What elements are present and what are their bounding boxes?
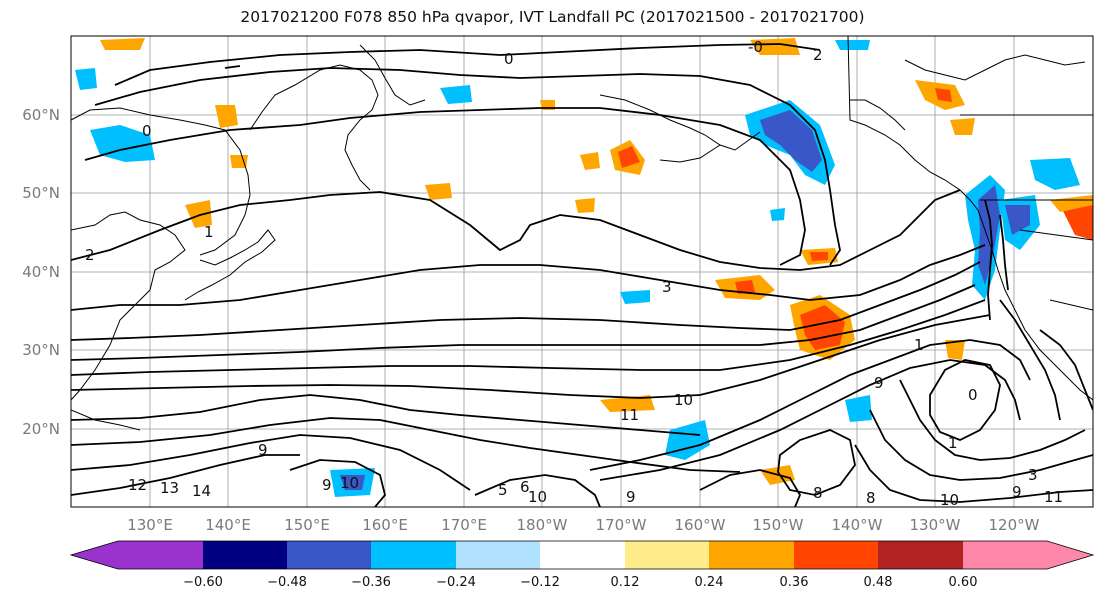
lon-tick-label: 160°W	[675, 516, 726, 534]
map-title: 2017021200 F078 850 hPa qvapor, IVT Land…	[240, 8, 865, 26]
lat-tick-label: 20°N	[22, 420, 60, 438]
colorbar-tick-label: 0.48	[864, 575, 893, 590]
colorbar-segment	[625, 541, 709, 569]
contour-label: 1	[948, 434, 958, 452]
lon-tick-label: 130°W	[910, 516, 961, 534]
colorbar-segment	[71, 541, 203, 569]
longitude-axis: 130°E 140°E 150°E 160°E 170°E 180°W 170°…	[127, 516, 1039, 534]
lat-tick-label: 30°N	[22, 341, 60, 359]
contour-label: 9	[626, 488, 636, 506]
colorbar-tick-label: −0.60	[183, 575, 223, 590]
contour-label: 9	[874, 374, 884, 392]
contour-label: 0	[504, 50, 514, 68]
contour-label: 9	[258, 441, 268, 459]
contour-label: 5	[498, 481, 508, 499]
contour-label: 8	[813, 484, 823, 502]
lon-tick-label: 140°E	[205, 516, 251, 534]
lon-tick-label: 180°W	[517, 516, 568, 534]
contour-label: 8	[866, 489, 876, 507]
contour-label: 10	[340, 474, 359, 492]
colorbar-segment	[371, 541, 456, 569]
map-plot-area	[71, 36, 1093, 507]
contour-label: 14	[192, 482, 211, 500]
lat-tick-label: 50°N	[22, 184, 60, 202]
contour-label: 1	[204, 223, 214, 241]
colorbar-segment	[878, 541, 963, 569]
lon-tick-label: 150°W	[753, 516, 804, 534]
contour-label: 11	[620, 406, 639, 424]
lon-tick-label: 130°E	[127, 516, 173, 534]
colorbar-segment	[456, 541, 540, 569]
contour-label: 1	[914, 336, 924, 354]
latitude-axis: 60°N 50°N 40°N 30°N 20°N	[22, 106, 60, 438]
colorbar-segment	[540, 541, 625, 569]
contour-label: 11	[1044, 488, 1063, 506]
colorbar-segment	[794, 541, 878, 569]
ivt-contours	[71, 43, 1093, 507]
contour-label: 0	[142, 122, 152, 140]
contour-label: 9	[1012, 483, 1022, 501]
colorbar: −0.60 −0.48 −0.36 −0.24 −0.12 0.12 0.24 …	[69, 540, 1095, 590]
contour-label: 12	[128, 476, 147, 494]
contour-label: 3	[1028, 466, 1038, 484]
contour-label: -0	[748, 38, 763, 56]
contour-label: 0	[968, 386, 978, 404]
lon-tick-label: 150°E	[284, 516, 330, 534]
contour-label: 6	[520, 478, 530, 496]
contour-labels: 0 2 -0 3 1 1 11 10 12 13 14 9 9 10 5 6 8…	[85, 38, 1063, 509]
colorbar-tick-label: −0.48	[267, 575, 307, 590]
lat-tick-label: 60°N	[22, 106, 60, 124]
colorbar-ticks: −0.60 −0.48 −0.36 −0.24 −0.12 0.12 0.24 …	[183, 575, 977, 590]
lat-tick-label: 40°N	[22, 263, 60, 281]
contour-label: 10	[674, 391, 693, 409]
colorbar-segment	[287, 541, 371, 569]
lon-tick-label: 120°W	[989, 516, 1040, 534]
colorbar-tick-label: −0.12	[520, 575, 560, 590]
contour-label: 13	[160, 479, 179, 497]
contour-label: 10	[528, 488, 547, 506]
colorbar-segment	[709, 541, 794, 569]
colorbar-tick-label: −0.36	[351, 575, 391, 590]
contour-label: 10	[940, 491, 959, 509]
contour-label: 2	[813, 46, 823, 64]
colorbar-segment	[963, 541, 1093, 569]
colorbar-tick-label: −0.24	[436, 575, 476, 590]
colorbar-tick-label: 0.36	[780, 575, 809, 590]
colorbar-tick-label: 0.12	[611, 575, 640, 590]
lon-tick-label: 140°W	[832, 516, 883, 534]
qvapor-shading	[75, 38, 1093, 497]
contour-label: 2	[85, 246, 95, 264]
colorbar-outline	[69, 540, 1095, 570]
contour-label: 3	[662, 278, 672, 296]
lon-tick-label: 170°E	[441, 516, 487, 534]
contour-label: 9	[322, 476, 332, 494]
lon-tick-label: 160°E	[362, 516, 408, 534]
colorbar-tick-label: 0.24	[695, 575, 724, 590]
lon-tick-label: 170°W	[596, 516, 647, 534]
colorbar-tick-label: 0.60	[949, 575, 978, 590]
colorbar-segment	[203, 541, 287, 569]
map-frame	[70, 35, 1094, 508]
coastlines	[71, 36, 1093, 431]
